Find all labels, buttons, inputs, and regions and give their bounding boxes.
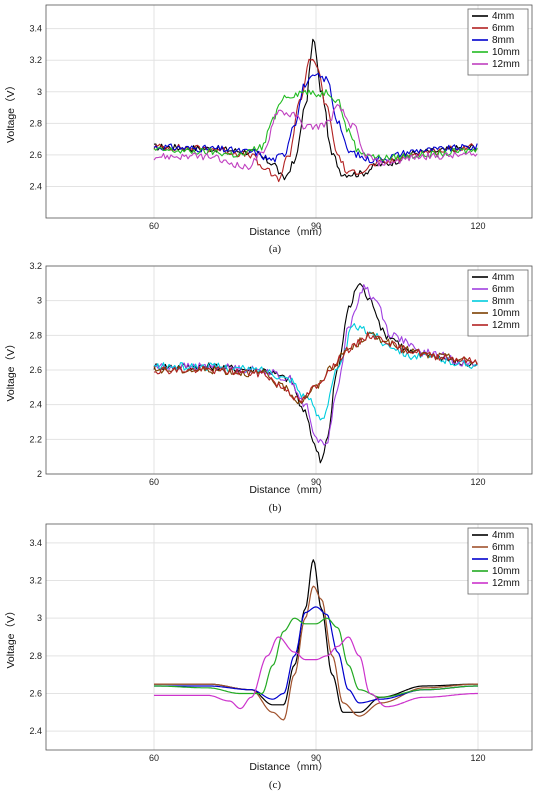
legend-label: 12mm (492, 320, 520, 331)
y-tick-label: 2.8 (29, 330, 42, 340)
series-line-6mm (154, 585, 478, 721)
y-tick-label: 3.4 (29, 24, 42, 34)
y-tick-label: 2.4 (29, 726, 42, 736)
legend-label: 6mm (492, 23, 514, 34)
legend-label: 4mm (492, 272, 514, 283)
x-tick-label: 120 (470, 221, 485, 231)
y-tick-label: 3.2 (29, 55, 42, 65)
legend-label: 6mm (492, 542, 514, 553)
x-axis-label: Distance（mm） (249, 484, 328, 496)
y-tick-label: 2.6 (29, 150, 42, 160)
y-tick-label: 3 (37, 87, 42, 97)
x-axis-label: Distance（mm） (249, 761, 328, 773)
y-axis-label: Voltage（V） (5, 605, 17, 668)
legend-label: 8mm (492, 296, 514, 307)
legend-label: 8mm (492, 35, 514, 46)
y-tick-label: 2.6 (29, 689, 42, 699)
y-tick-label: 3 (37, 613, 42, 623)
y-tick-label: 2.4 (29, 400, 42, 410)
y-axis-label: Voltage（V） (5, 338, 17, 401)
plot-frame (45, 265, 533, 475)
series-line-12mm (154, 636, 478, 710)
chart-c: 60 90 120 2.4 2.6 2.8 3 3.2 3.4 4mm6mm8mm10mm12mm… (5, 523, 533, 791)
panel-caption-c: (c) (269, 779, 282, 791)
legend-label: 6mm (492, 284, 514, 295)
x-axis-label: Distance（mm） (249, 226, 328, 238)
y-tick-label: 3 (37, 296, 42, 306)
series-line-12mm (153, 104, 478, 170)
legend-label: 4mm (492, 11, 514, 22)
y-tick-label: 2.6 (29, 365, 42, 375)
chart-a: 60 90 120 2.4 2.6 2.8 3 3.2 3.4 4mm6mm8mm10mm12mm… (5, 4, 533, 255)
y-tick-label: 2.2 (29, 434, 42, 444)
series-line-10mm (153, 89, 478, 162)
plot-frame (45, 4, 533, 219)
y-tick-label: 2.8 (29, 118, 42, 128)
y-tick-label: 3.2 (29, 576, 42, 586)
panel-caption-b: (b) (269, 502, 282, 514)
y-tick-label: 3.2 (29, 262, 42, 271)
x-tick-label: 60 (149, 477, 159, 487)
x-tick-label: 60 (149, 221, 159, 231)
y-tick-label: 2.4 (29, 181, 42, 191)
series-line-12mm (154, 331, 478, 403)
x-tick-label: 90 (311, 753, 321, 763)
legend-label: 10mm (492, 566, 520, 577)
y-tick-label: 3.4 (29, 538, 42, 548)
panel-caption-a: (a) (269, 243, 282, 255)
x-tick-label: 90 (311, 477, 321, 487)
x-tick-label: 60 (149, 753, 159, 763)
legend-label: 4mm (492, 530, 514, 541)
series-line-10mm (154, 617, 478, 698)
legend-label: 10mm (492, 47, 520, 58)
legend-label: 12mm (492, 578, 520, 589)
y-tick-label: 2.8 (29, 651, 42, 661)
legend-label: 12mm (492, 59, 520, 70)
series-line-8mm (153, 72, 478, 164)
chart-panel-c: 60 90 120 2.4 2.6 2.8 3 3.2 3.4 4mm 6mm 8mm 10mm 12mm… (0, 520, 550, 796)
y-axis-label: Voltage（V） (5, 80, 17, 143)
series-line-10mm (153, 331, 478, 405)
chart-panel-b: 60 90 120 2 2.2 2.4 2.6 2.8 3 3.2 4mm 6mm 8mm 10mm 12m… (0, 261, 550, 520)
legend-label: 10mm (492, 308, 520, 319)
x-tick-label: 90 (311, 221, 321, 231)
legend-label: 8mm (492, 554, 514, 565)
y-tick-label: 2 (37, 469, 42, 479)
x-tick-label: 120 (470, 477, 485, 487)
legend-box (467, 269, 529, 337)
chart-b: 60 90 120 2 2.2 2.4 2.6 2.8 3 3.2 4mm6mm8mm10mm12m… (5, 261, 533, 514)
x-tick-label: 120 (470, 753, 485, 763)
plot-frame (45, 523, 533, 751)
chart-panel-a: 60 90 120 2.4 2.6 2.8 3 3.2 3.4 4mm 6mm 8mm 10mm 12mm… (0, 0, 550, 262)
